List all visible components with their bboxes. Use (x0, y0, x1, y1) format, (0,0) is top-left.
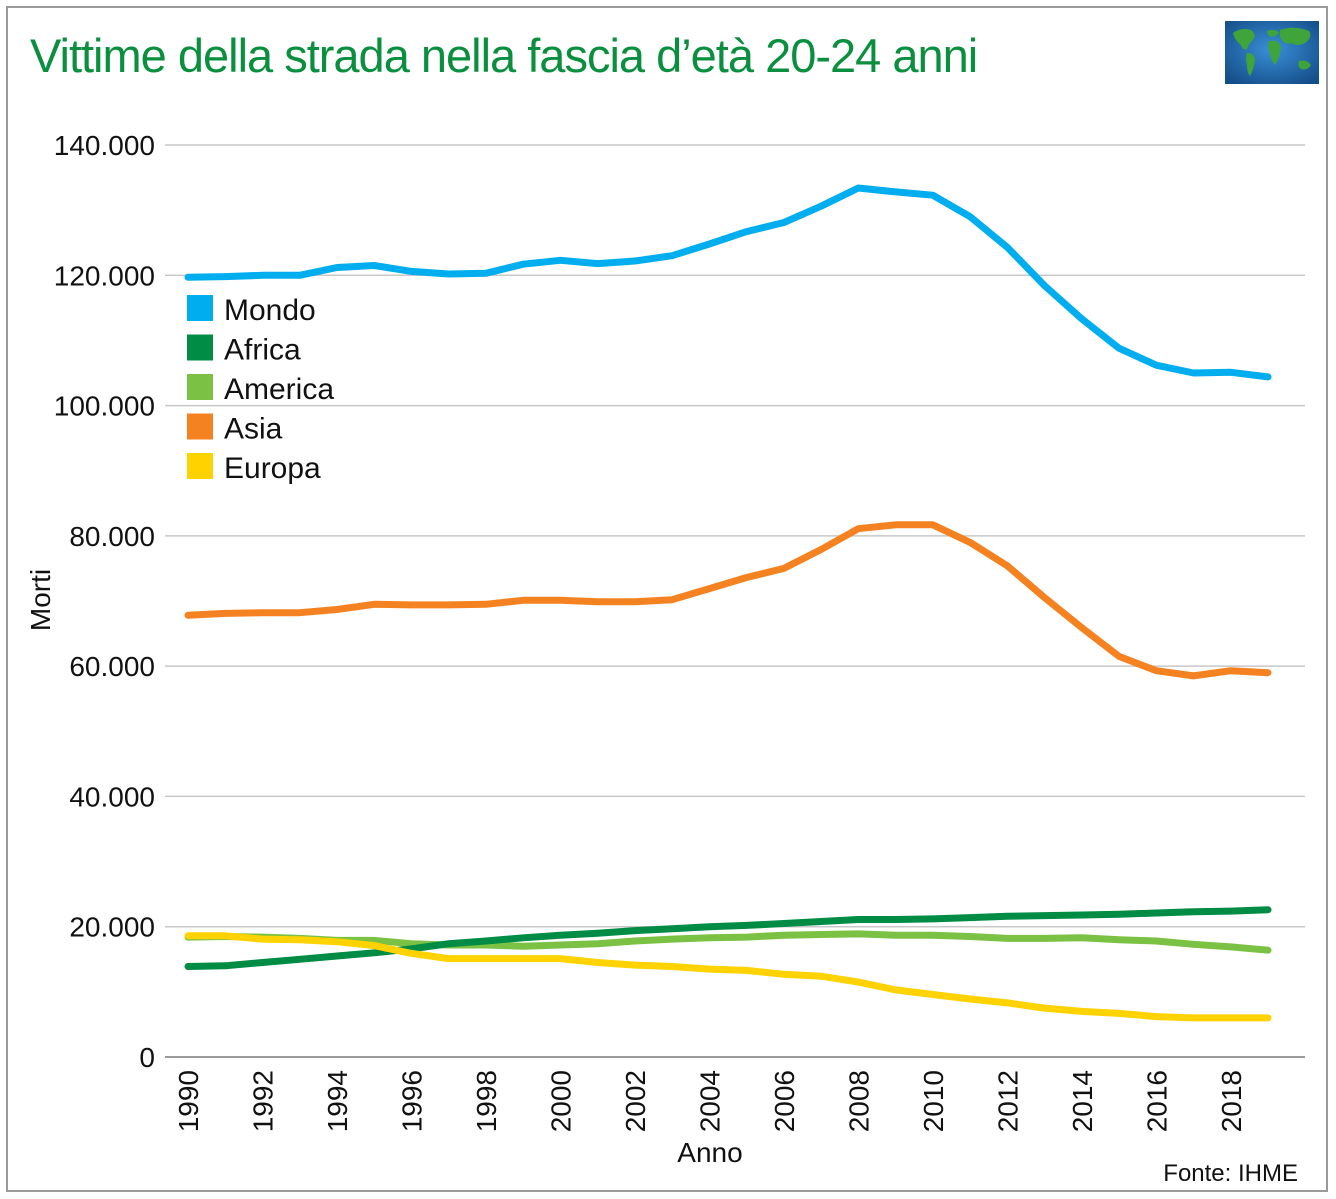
x-tick-label: 2008 (843, 1070, 874, 1132)
y-tick-label: 80.000 (69, 521, 155, 552)
legend-swatch-mondo (187, 295, 213, 321)
x-tick-label: 2012 (992, 1070, 1023, 1132)
legend-swatch-asia (187, 413, 213, 440)
series-line-asia (184, 521, 1272, 680)
y-axis-label: Morti (25, 569, 56, 631)
y-tick-label: 40.000 (69, 781, 155, 812)
series-lines (184, 184, 1272, 1022)
legend-label-europa: Europa (224, 452, 321, 485)
gridlines (165, 144, 1305, 1058)
x-tick-label: 2000 (545, 1070, 576, 1132)
x-tick-label: 1994 (322, 1070, 353, 1132)
series-line-america (184, 930, 1272, 954)
x-axis-ticks: 1990 1992 1994 1996 1998 2000 2002 2004 2006 2008… (173, 1070, 1247, 1132)
x-tick-label: 2010 (918, 1070, 949, 1132)
chart-title: Vittime della strada nella fascia d’età … (30, 29, 978, 82)
x-tick-label: 1996 (396, 1070, 427, 1132)
series-line-africa (184, 906, 1272, 970)
y-tick-label: 60.000 (69, 651, 155, 682)
legend-swatch-europa (187, 453, 213, 479)
y-axis-ticks: 0 20.000 40.000 60.000 80.000 100.000 120.000 1… (54, 130, 155, 1073)
x-tick-label: 2016 (1141, 1070, 1172, 1132)
x-tick-label: 1990 (173, 1070, 204, 1132)
x-tick-label: 2014 (1067, 1070, 1098, 1132)
x-tick-label: 1998 (471, 1070, 502, 1132)
legend-label-asia: Asia (224, 413, 283, 446)
source-note: Fonte: IHME (1163, 1160, 1298, 1187)
legend-label-africa: Africa (224, 334, 301, 367)
y-tick-label: 0 (139, 1042, 155, 1073)
y-tick-label: 140.000 (54, 130, 155, 161)
x-tick-label: 2002 (620, 1070, 651, 1132)
y-tick-label: 100.000 (54, 391, 155, 422)
y-tick-label: 120.000 (54, 260, 155, 291)
x-axis-label: Anno (677, 1137, 742, 1168)
x-tick-label: 2006 (769, 1070, 800, 1132)
series-line-mondo (184, 184, 1272, 381)
x-tick-label: 2018 (1216, 1070, 1247, 1132)
x-tick-label: 1992 (247, 1070, 278, 1132)
legend-label-mondo: Mondo (224, 294, 316, 327)
world-map-icon (1225, 21, 1319, 84)
legend-swatch-america (187, 374, 213, 400)
series-line-europa (184, 932, 1272, 1022)
legend-swatch-africa (187, 334, 213, 361)
y-tick-label: 20.000 (69, 912, 155, 943)
x-tick-label: 2004 (694, 1070, 725, 1132)
legend: Mondo Africa America Asia Europa (187, 294, 334, 485)
legend-label-america: America (224, 373, 334, 406)
